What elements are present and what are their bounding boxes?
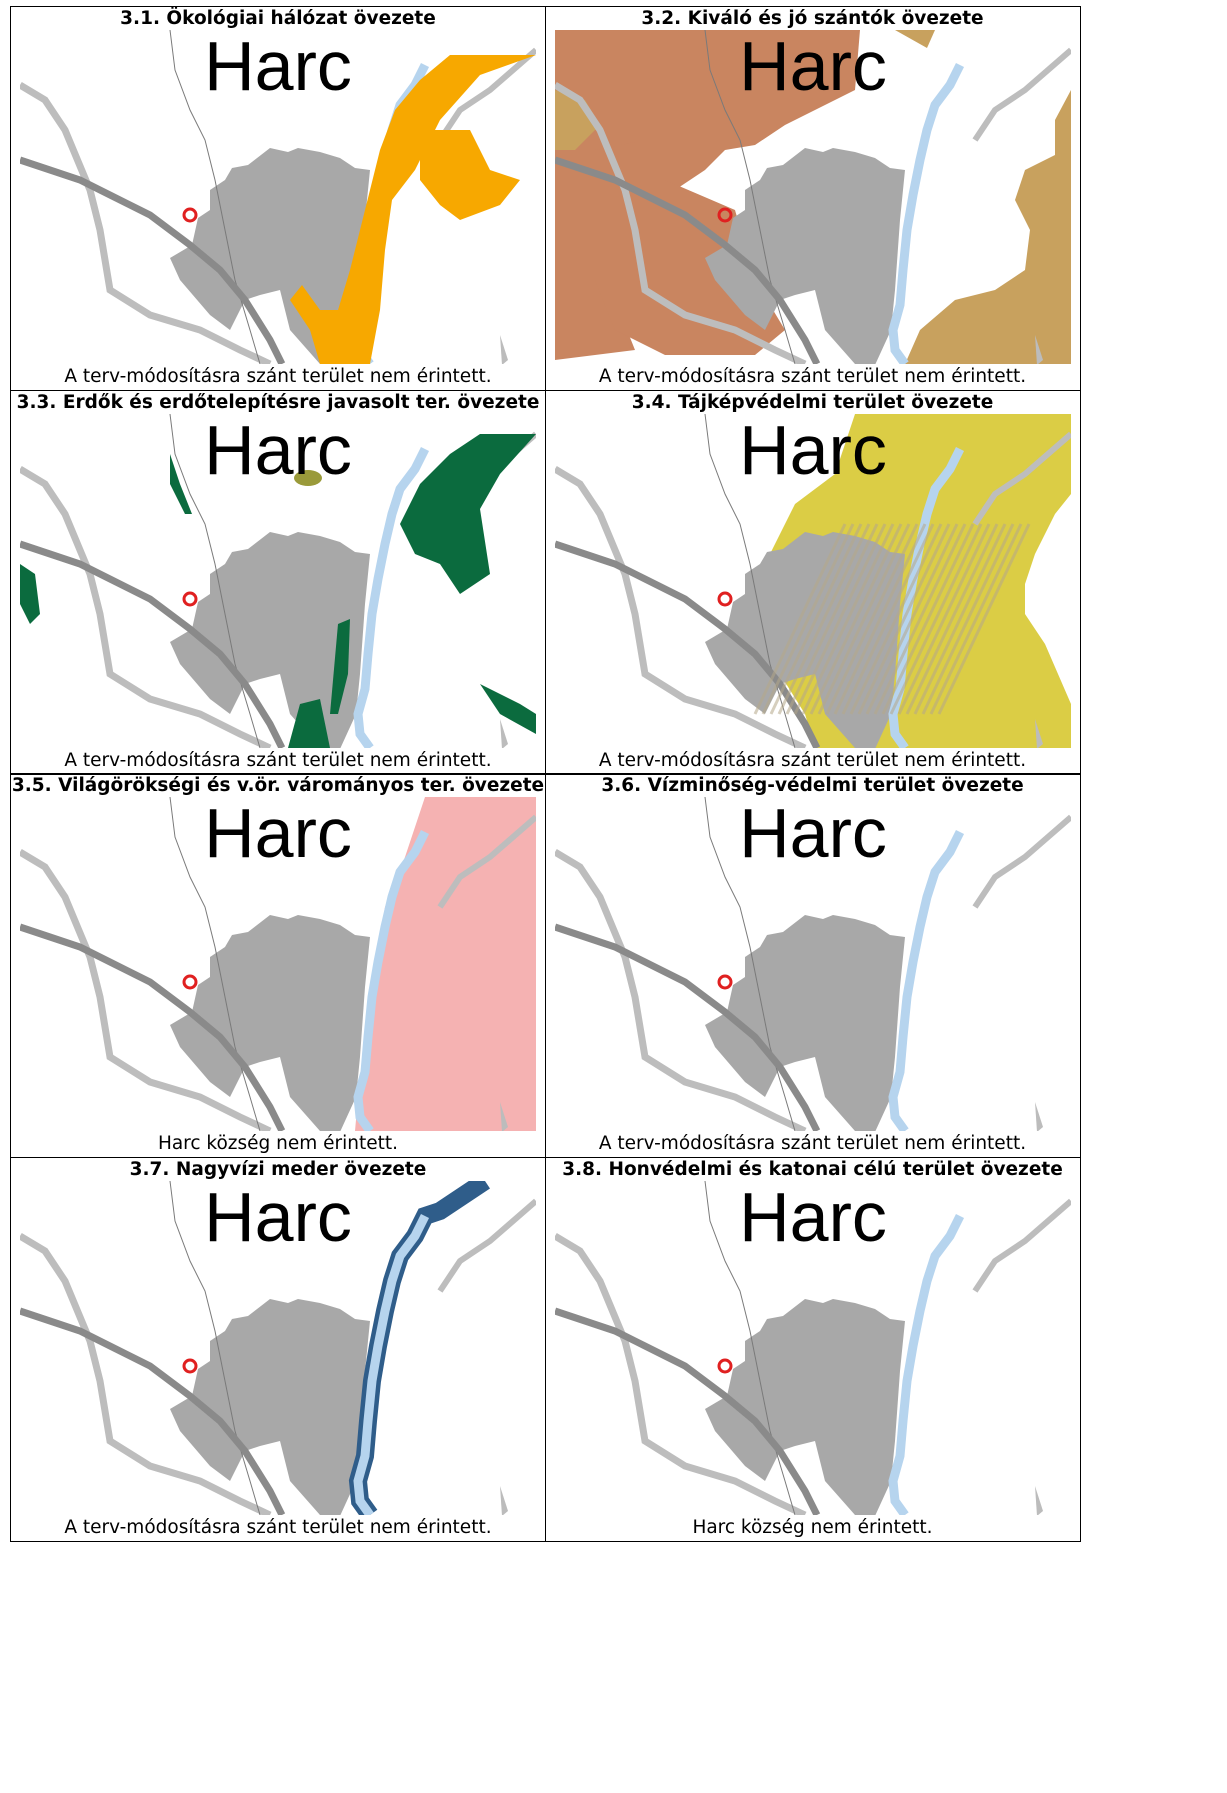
panel-title: 3.3. Erdők és erdőtelepítésre javasolt t…: [16, 391, 540, 413]
place-label: Harc: [739, 30, 887, 105]
site-marker-icon: [717, 974, 732, 990]
table-row: 3.5. Világörökségi és v.ör. várományos t…: [10, 773, 1081, 1158]
site-marker-icon: [182, 974, 198, 990]
site-marker-icon: [182, 591, 198, 606]
map-panel: 3.8. Honvédelmi és katonai célú terület …: [544, 1156, 1081, 1542]
site-marker-icon: [717, 591, 732, 606]
site-marker-icon: [717, 207, 732, 223]
site-marker-icon: [717, 1358, 732, 1373]
place-label: Harc: [739, 1181, 887, 1256]
place-label: Harc: [204, 797, 352, 872]
zoning-map: Harc: [20, 1180, 536, 1515]
panel-title: 3.6. Vízminőség-védelmi terület övezete: [601, 775, 1024, 796]
table-row: 3.3. Erdők és erdőtelepítésre javasolt t…: [10, 389, 1081, 775]
place-label: Harc: [739, 414, 887, 489]
table-row: 3.7. Nagyvízi meder övezete Harc A terv-mó…: [10, 1156, 1081, 1542]
map-panel: 3.4. Tájképvédelmi terület övezete Harc A …: [544, 389, 1081, 775]
map-panel: 3.5. Világörökségi és v.ör. várományos t…: [10, 773, 546, 1158]
panel-title: 3.2. Kiváló és jó szántók övezete: [641, 8, 984, 29]
zoning-map: Harc: [554, 797, 1071, 1131]
place-label: Harc: [204, 30, 352, 105]
panel-title: 3.1. Ökológiai hálózat övezete: [120, 8, 436, 29]
zoning-maps-table: 3.1. Ökológiai hálózat övezete Harc A terv…: [10, 6, 1081, 1542]
panel-caption: A terv-módosításra szánt terület nem éri…: [598, 749, 1027, 771]
panel-caption: A terv-módosításra szánt terület nem éri…: [64, 366, 492, 387]
panel-title: 3.8. Honvédelmi és katonai célú terület …: [562, 1158, 1063, 1180]
panel-caption: A terv-módosításra szánt terület nem éri…: [598, 1133, 1027, 1154]
zoning-map: Harc: [554, 1180, 1071, 1515]
site-marker-icon: [182, 1358, 198, 1373]
panel-caption: A terv-módosításra szánt terület nem éri…: [64, 1516, 492, 1538]
zoning-map: Harc: [554, 30, 1071, 364]
zoning-map: Harc: [20, 797, 536, 1131]
map-panel: 3.6. Vízminőség-védelmi terület övezete H…: [544, 773, 1081, 1158]
place-label: Harc: [204, 414, 352, 489]
panel-caption: A terv-módosításra szánt terület nem éri…: [64, 749, 492, 771]
map-panel: 3.3. Erdők és erdőtelepítésre javasolt t…: [10, 389, 546, 775]
panel-caption: A terv-módosításra szánt terület nem éri…: [598, 366, 1027, 387]
panel-title: 3.5. Világörökségi és v.ör. várományos t…: [11, 775, 545, 796]
map-panel: 3.2. Kiváló és jó szántók övezete Harc A t…: [544, 6, 1081, 391]
zoning-map: Harc: [554, 413, 1071, 748]
place-label: Harc: [204, 1181, 352, 1256]
panel-caption: Harc község nem érintett.: [157, 1133, 399, 1154]
zoning-map: Harc: [20, 413, 536, 748]
place-label: Harc: [739, 797, 887, 872]
panel-caption: Harc község nem érintett.: [692, 1516, 933, 1538]
map-panel: 3.1. Ökológiai hálózat övezete Harc A terv…: [10, 6, 546, 391]
panel-title: 3.4. Tájképvédelmi terület övezete: [631, 391, 994, 413]
table-row: 3.1. Ökológiai hálózat övezete Harc A terv…: [10, 6, 1081, 391]
map-panel: 3.7. Nagyvízi meder övezete Harc A terv-mó…: [10, 1156, 546, 1542]
site-marker-icon: [182, 207, 198, 223]
panel-title: 3.7. Nagyvízi meder övezete: [129, 1158, 427, 1180]
zoning-map: Harc: [20, 30, 536, 364]
